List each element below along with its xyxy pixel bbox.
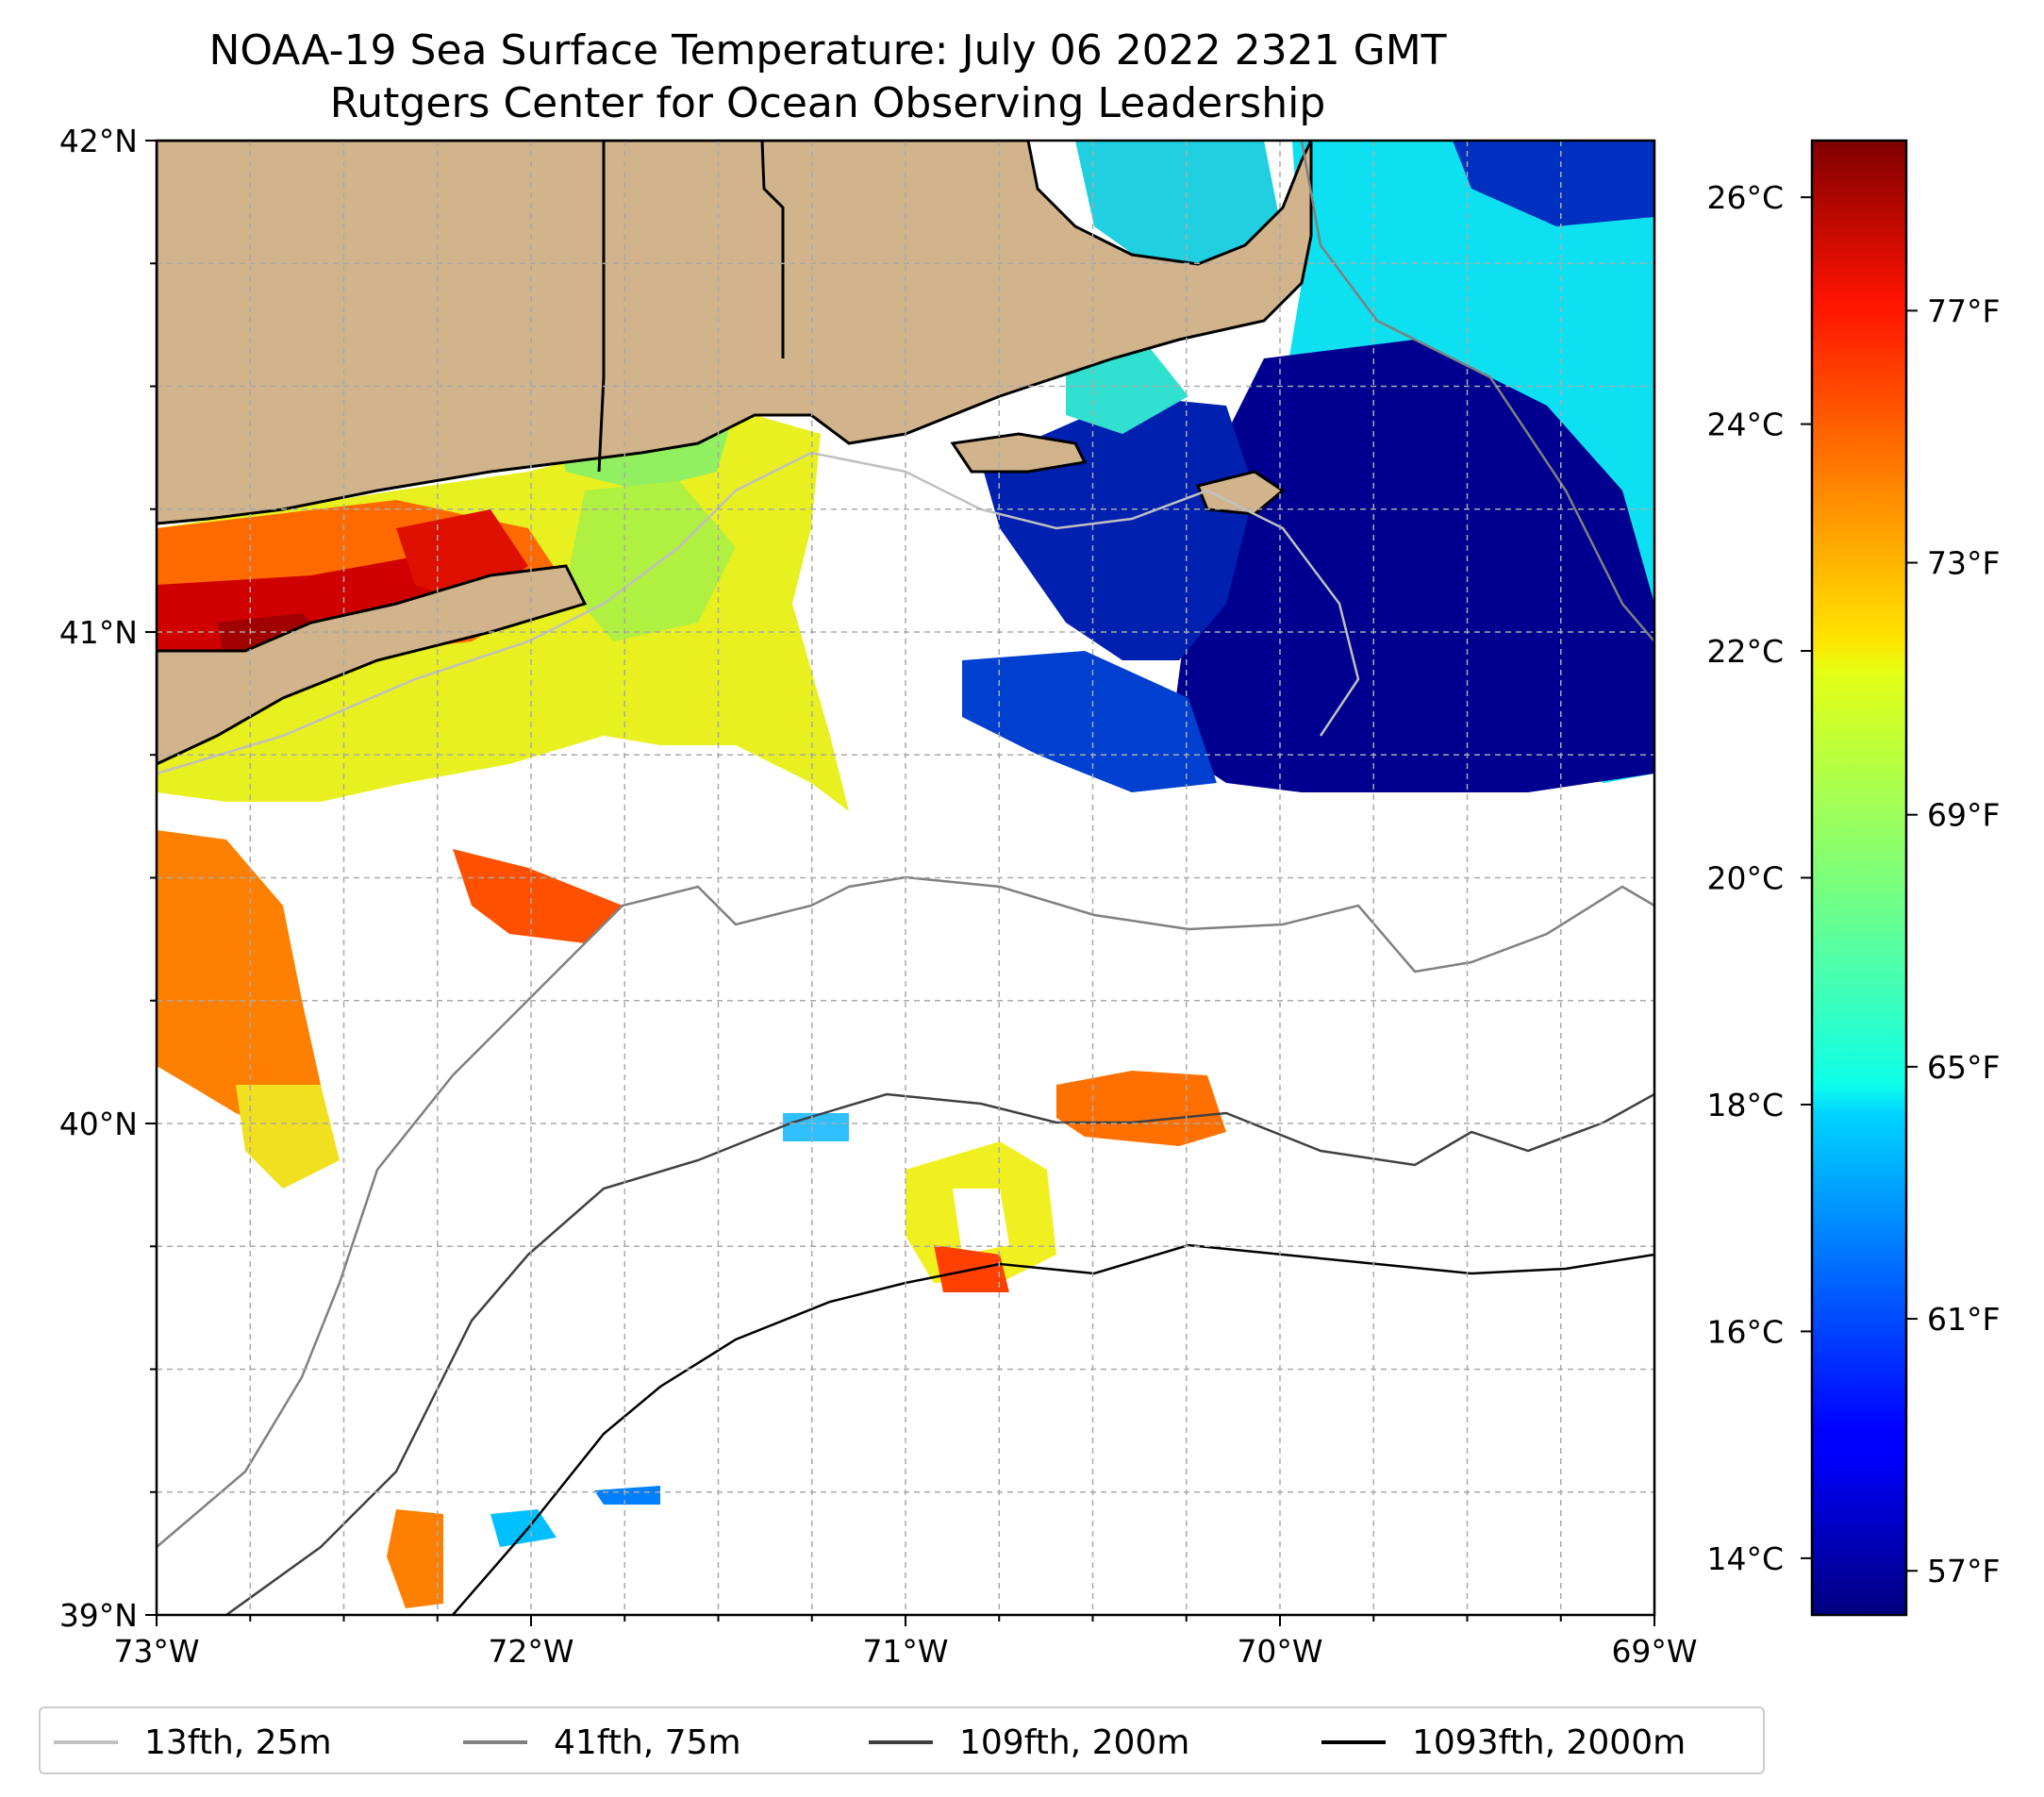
celsius-tick-label: 24°C [1706,407,1784,443]
legend-item-25m: 13fth, 25m [54,1708,332,1776]
x-tick-label: 71°W [862,1633,948,1670]
legend-label-25m: 13fth, 25m [144,1722,332,1762]
celsius-tick-label: 26°C [1706,179,1784,216]
y-tick-label: 40°N [59,1106,138,1142]
legend-label-75m: 41fth, 75m [554,1722,741,1762]
y-axis: 42°N 41°N 40°N 39°N [59,123,157,1634]
celsius-tick-label: 16°C [1706,1313,1784,1350]
isobath-75m [157,875,1654,1548]
colorbar: 14°C 16°C 18°C 20°C 22°C 24°C 26°C 57°F 61°F 65°… [1706,139,2000,1617]
legend-label-2000m: 1093fth, 2000m [1412,1722,1687,1762]
figure-title-line-2: Rutgers Center for Ocean Observing Leade… [329,79,1326,127]
x-axis: 73°W 72°W 71°W 70°W 69°W [113,1615,1698,1670]
x-tick-label: 73°W [113,1633,199,1670]
fahrenheit-tick-label: 65°F [1927,1049,2000,1086]
celsius-tick-label: 14°C [1706,1540,1784,1577]
legend-swatch-75m [463,1740,527,1744]
legend-swatch-2000m [1321,1740,1386,1744]
y-tick-label: 39°N [59,1597,138,1634]
isobath-200m [225,1092,1654,1615]
colorbar-gradient [1810,139,1908,1617]
x-tick-label: 70°W [1237,1633,1322,1670]
fahrenheit-tick-label: 73°F [1927,545,2000,582]
isobaths [157,141,1654,1615]
legend-swatch-200m [869,1740,933,1744]
y-tick-label: 41°N [59,614,138,651]
y-tick-label: 42°N [59,123,138,159]
isobath-legend: 13fth, 25m 41fth, 75m 109fth, 200m 1093f… [39,1706,1765,1774]
legend-swatch-25m [54,1740,118,1744]
x-tick-label: 72°W [488,1633,573,1670]
gridlines [157,141,1654,1615]
celsius-tick-label: 20°C [1706,860,1784,897]
fahrenheit-tick-label: 57°F [1927,1553,2000,1589]
celsius-tick-label: 22°C [1706,633,1784,670]
isobath-25m [157,451,1360,775]
colorbar-celsius-axis: 14°C 16°C 18°C 20°C 22°C 24°C 26°C [1706,179,1812,1577]
legend-item-2000m: 1093fth, 2000m [1321,1708,1686,1776]
fahrenheit-tick-label: 69°F [1927,797,2000,834]
colorbar-fahrenheit-axis: 57°F 61°F 65°F 69°F 73°F 77°F [1906,292,2000,1589]
legend-label-200m: 109fth, 200m [959,1722,1190,1762]
map-area [157,141,1654,1615]
isobath-75m-north [1300,141,1654,642]
fahrenheit-tick-label: 77°F [1927,292,2000,329]
celsius-tick-label: 18°C [1706,1087,1784,1123]
legend-item-75m: 41fth, 75m [463,1708,741,1776]
fahrenheit-tick-label: 61°F [1927,1301,2000,1338]
x-tick-label: 69°W [1611,1633,1697,1670]
figure-title-line-1: NOAA-19 Sea Surface Temperature: July 06… [208,26,1447,75]
legend-item-200m: 109fth, 200m [869,1708,1189,1776]
